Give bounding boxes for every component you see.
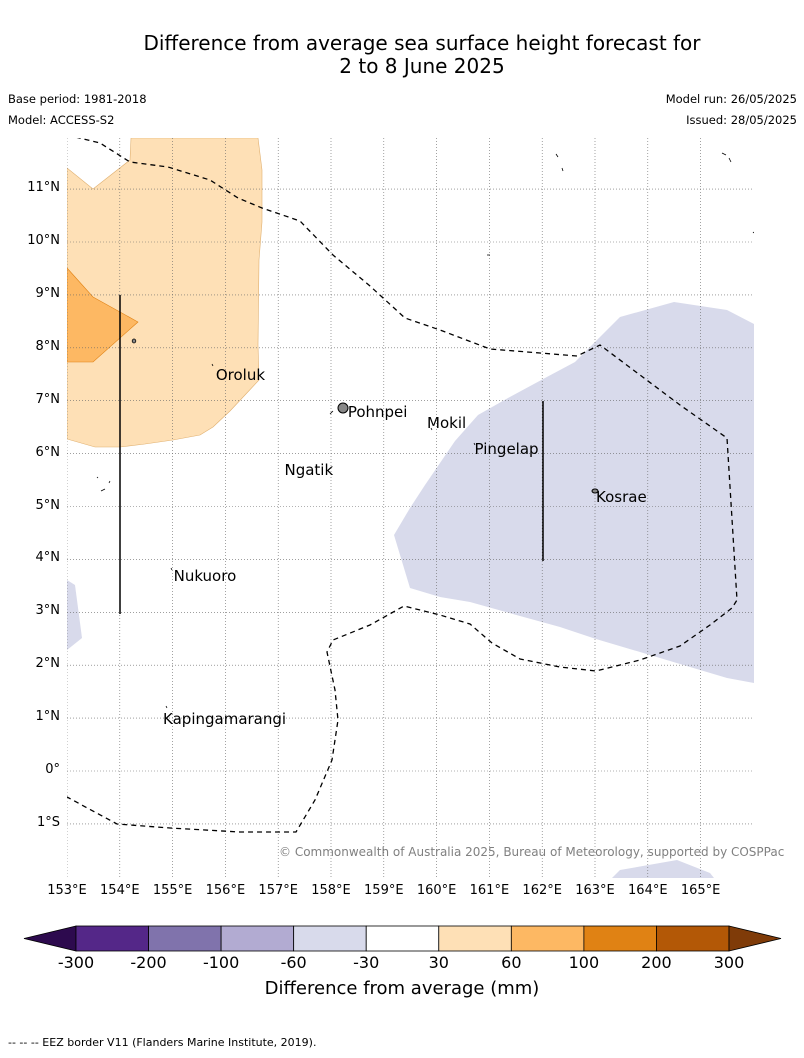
colorbar-swatch	[510, 925, 585, 952]
latitude-tick-label: 6°N	[35, 444, 61, 460]
latitude-tick-label: 3°N	[35, 603, 61, 619]
model-run: Model run: 26/05/2025	[665, 92, 797, 106]
island-oroluk-reef	[131, 338, 137, 344]
colorbar-tick-label: 100	[568, 953, 600, 972]
base-period: Base period: 1981-2018	[8, 92, 147, 106]
colorbar-tick-label: -200	[130, 953, 167, 972]
latitude-tick-label: 0°	[45, 762, 60, 777]
latitude-tick-label: 4°N	[35, 550, 61, 566]
map-title: Difference from average sea surface heig…	[0, 32, 804, 78]
longitude-tick-label: 154°E	[100, 883, 140, 898]
eez-footnote: -- -- -- EEZ border V11 (Flanders Marine…	[8, 1036, 317, 1049]
longitude-tick-label: 160°E	[416, 883, 457, 898]
colorbar-extend-low	[23, 925, 77, 952]
longitude-tick-label: 161°E	[469, 883, 510, 898]
colorbar-swatch	[438, 925, 512, 952]
colorbar-tick-label: 60	[501, 953, 522, 972]
colorbar-tick-label: 200	[641, 953, 672, 972]
place-label-ngatik: Ngatik	[284, 461, 334, 480]
colorbar-extend-high	[728, 925, 782, 952]
longitude-tick-label: 158°E	[311, 883, 351, 898]
longitude-tick-label: 156°E	[205, 883, 246, 898]
place-label-kapingamarangi: Kapingamarangi	[163, 709, 287, 728]
colorbar-swatch	[365, 925, 440, 952]
colorbar-swatch	[656, 925, 730, 952]
longitude-tick-label: 159°E	[364, 883, 404, 898]
latitude-tick-label: 5°N	[35, 497, 61, 513]
colorbar-swatch	[220, 925, 295, 952]
colorbar-tick-label: -100	[202, 953, 240, 972]
eez-border-north	[67, 138, 738, 833]
island-pohnpei	[337, 402, 349, 414]
positive-anomaly-region	[67, 138, 263, 448]
colorbar	[23, 925, 782, 952]
title-line-2: 2 to 8 June 2025	[339, 54, 505, 78]
colorbar-tick-label: 30	[428, 953, 449, 972]
copyright-notice: © Commonwealth of Australia 2025, Bureau…	[279, 845, 785, 859]
colorbar-tick-label: -30	[353, 953, 380, 972]
negative-anomaly-region-south	[612, 860, 714, 878]
longitude-tick-label: 153°E	[47, 883, 87, 898]
longitude-tick-label: 165°E	[680, 883, 721, 898]
map-area	[67, 138, 754, 878]
colorbar-tick-label: -300	[57, 953, 95, 972]
longitude-tick-label: 157°E	[258, 883, 298, 898]
latitude-tick-label: 11°N	[27, 180, 60, 196]
latitude-tick-label: 9°N	[35, 285, 61, 301]
colorbar-swatch	[75, 925, 149, 952]
longitude-tick-label: 162°E	[522, 883, 562, 898]
latitude-tick-label: 1°N	[35, 709, 61, 725]
latitude-tick-label: 1°S	[36, 814, 60, 830]
place-label-oroluk: Oroluk	[215, 365, 266, 384]
colorbar-title: Difference from average (mm)	[264, 978, 540, 999]
colorbar-swatch	[293, 925, 367, 952]
longitude-tick-label: 164°E	[628, 883, 668, 898]
latitude-tick-label: 7°N	[35, 391, 61, 407]
place-label-nukuoro: Nukuoro	[173, 566, 237, 585]
colorbar-swatch	[148, 925, 222, 952]
issued-date: Issued: 28/05/2025	[686, 113, 797, 127]
negative-anomaly-region-west	[67, 580, 82, 650]
island-specks	[96, 152, 754, 709]
colorbar-tick-label: 300	[713, 953, 745, 972]
place-label-mokil: Mokil	[427, 413, 467, 432]
graticule	[67, 138, 754, 878]
negative-anomaly-region	[394, 302, 754, 683]
place-label-pohnpei: Pohnpei	[347, 402, 408, 421]
title-line-1: Difference from average sea surface heig…	[143, 31, 701, 55]
longitude-tick-label: 163°E	[575, 883, 615, 898]
latitude-tick-label: 8°N	[35, 338, 61, 354]
latitude-tick-label: 2°N	[35, 656, 61, 672]
island-kosrae	[591, 488, 599, 494]
place-label-kosrae: Kosrae	[596, 487, 647, 506]
colorbar-swatch	[583, 925, 657, 952]
place-label-pingelap: Pingelap	[474, 440, 539, 459]
longitude-tick-label: 155°E	[152, 883, 193, 898]
positive-anomaly-region-strong	[67, 267, 139, 363]
latitude-tick-label: 10°N	[27, 233, 60, 248]
model-name: Model: ACCESS-S2	[8, 113, 115, 127]
colorbar-tick-label: -60	[280, 953, 307, 972]
